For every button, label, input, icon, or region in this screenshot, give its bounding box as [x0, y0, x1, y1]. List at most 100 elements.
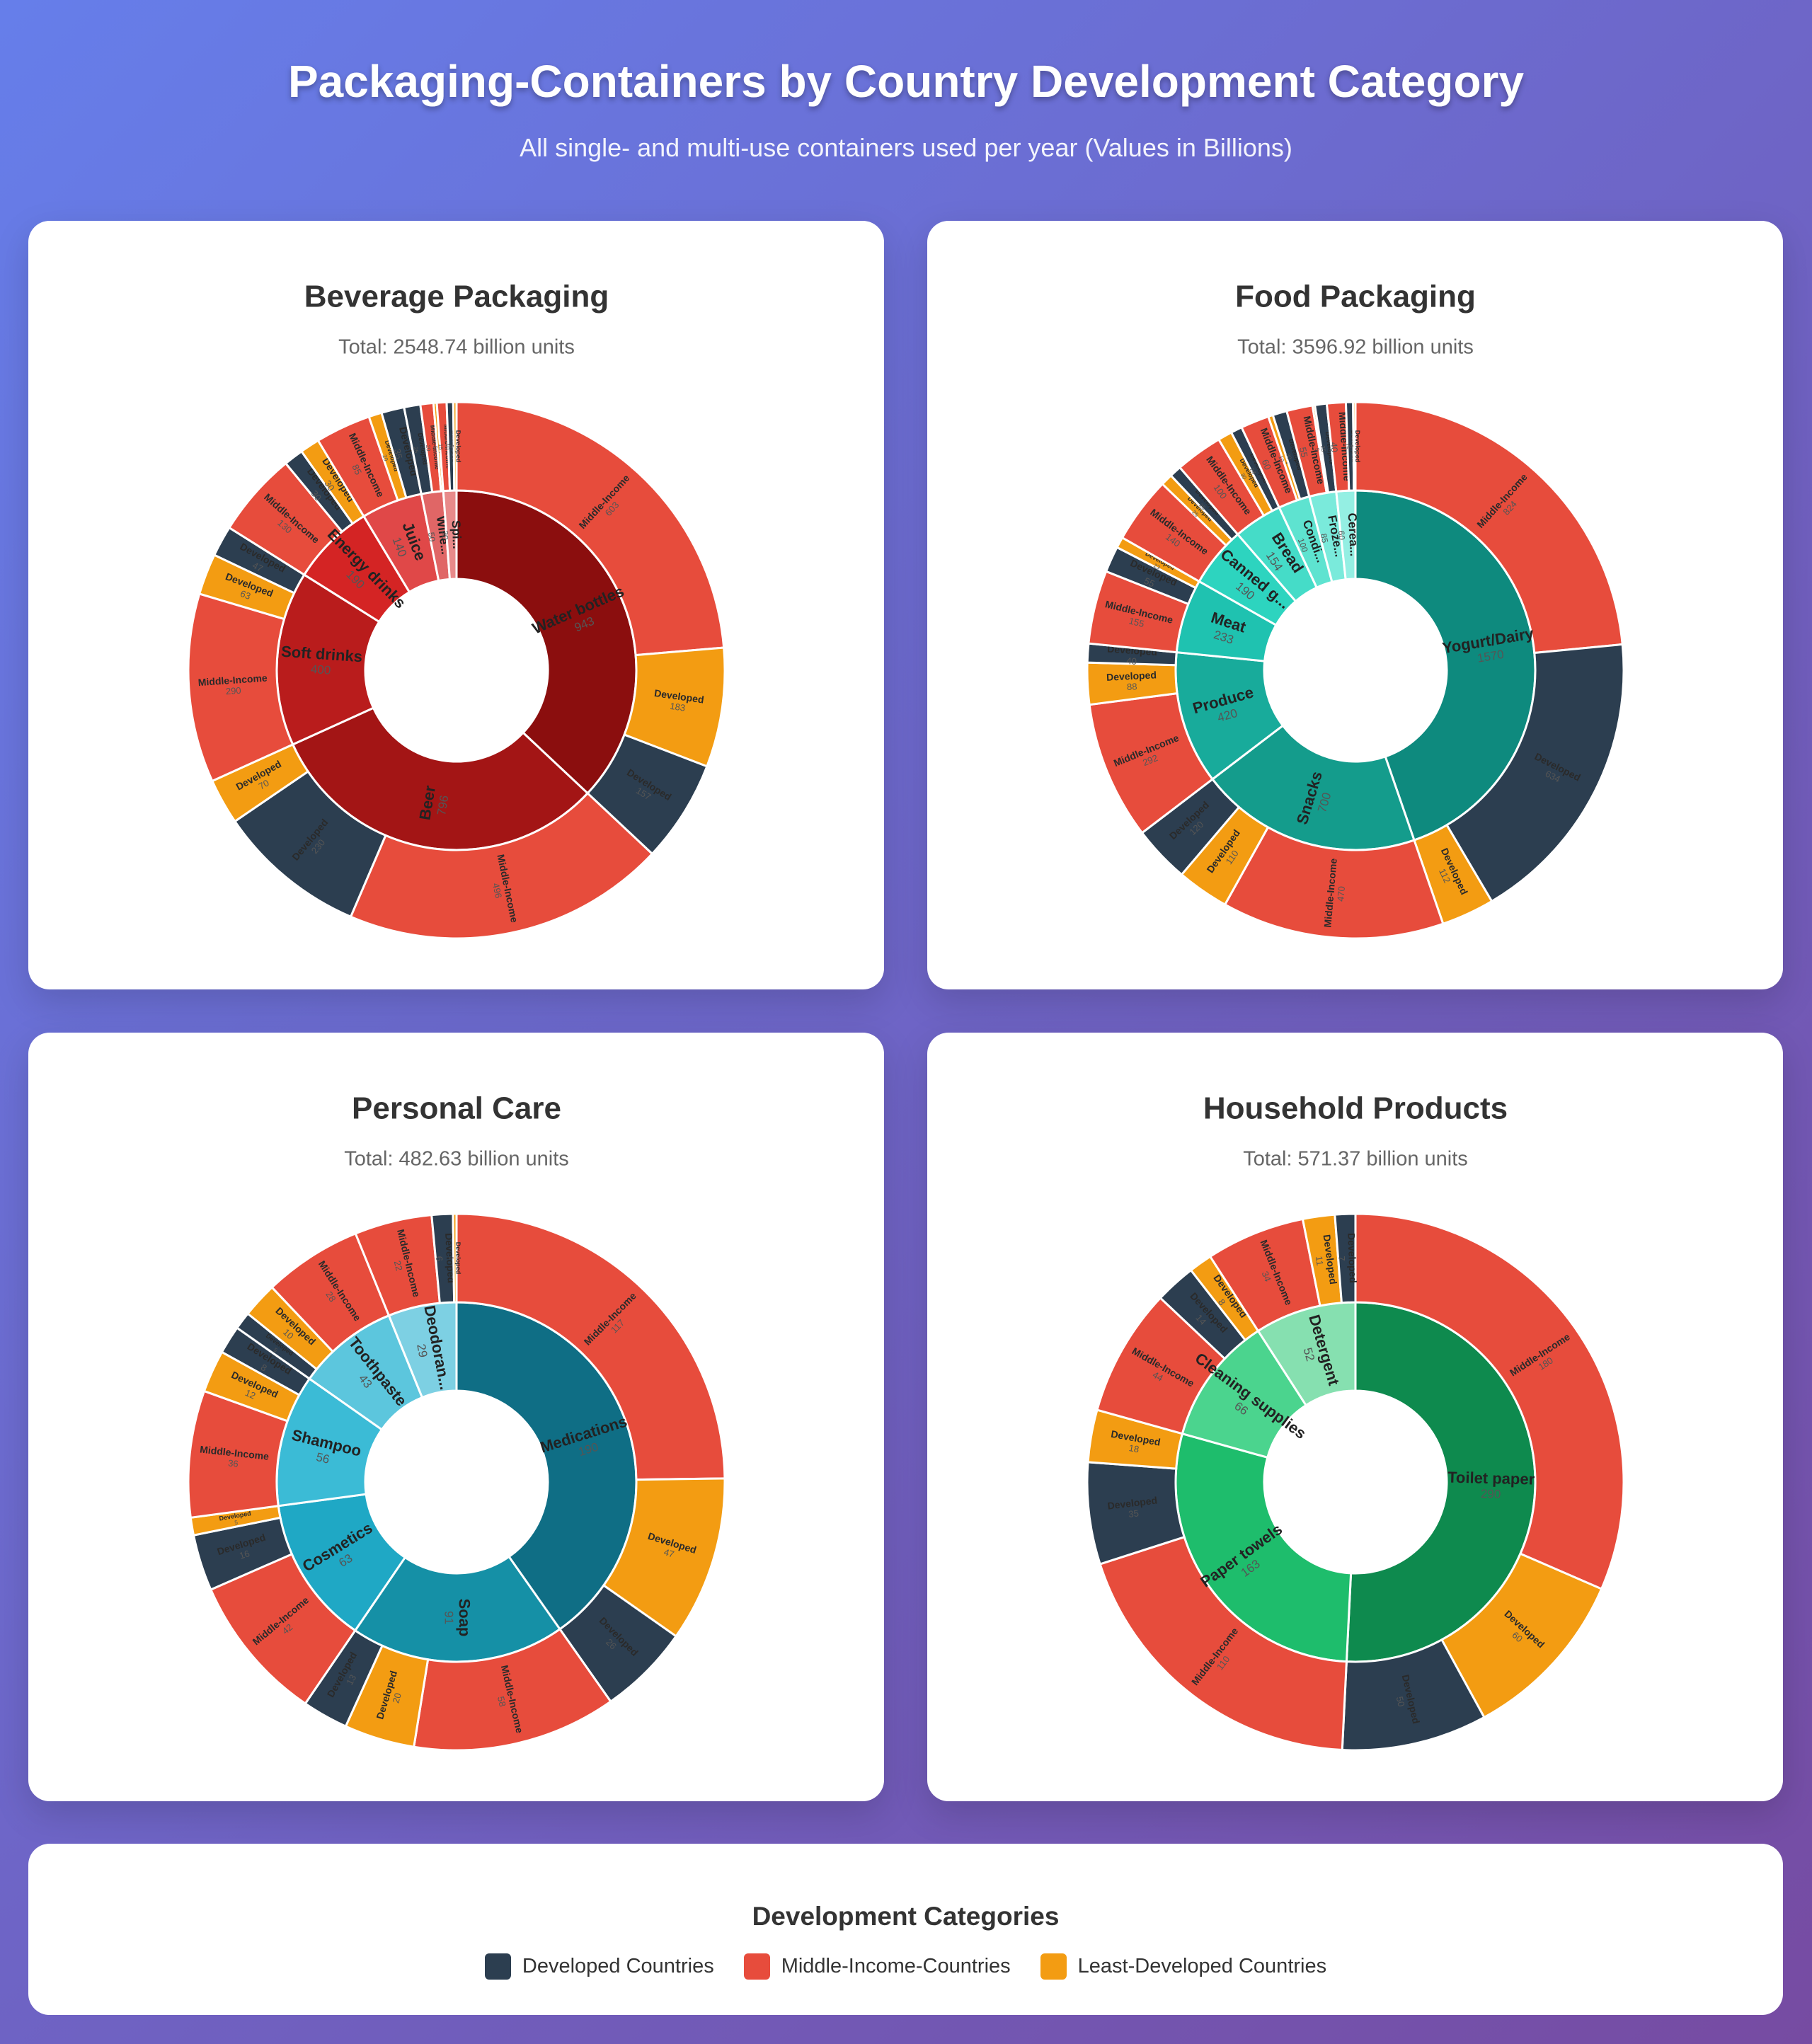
category-value: 50	[426, 532, 437, 542]
legend-items: Developed Countries Middle-Income-Countri…	[28, 1953, 1783, 1980]
segment-value: 5	[1314, 447, 1321, 452]
segment-value: 11	[1314, 1256, 1326, 1266]
category-value: 56	[315, 1450, 331, 1466]
page-title: Packaging-Containers by Country Developm…	[287, 56, 1525, 107]
segment-value: 5	[432, 445, 438, 449]
segment-value: 25	[1319, 445, 1326, 453]
chart: Personal Care Total: 482.63 billion units…	[187, 1091, 726, 1752]
category-value: 100	[1296, 536, 1310, 553]
segment-value: 22	[392, 1259, 405, 1272]
segment-value: 12	[243, 1387, 257, 1401]
chart-subtitle: Total: 571.37 billion units	[1243, 1148, 1468, 1171]
segment-value: 10	[445, 443, 451, 450]
category-value: 85	[1319, 533, 1330, 544]
segment-arc	[452, 401, 458, 492]
segment-value: 183	[670, 701, 687, 713]
category-label: Spi...30	[440, 520, 464, 549]
segment-value: 18	[1128, 1442, 1140, 1454]
segment-value: 290	[225, 685, 241, 696]
segment-value: 36	[228, 1457, 239, 1469]
segment-arc	[452, 1212, 458, 1304]
segment-value: 34	[1260, 1270, 1273, 1283]
chart-title: Household Products	[1203, 1091, 1508, 1126]
chart-subtitle: Total: 482.63 billion units	[344, 1148, 569, 1171]
segment-value: 28	[323, 1290, 338, 1304]
segment-value: 5	[234, 1519, 239, 1526]
segment-name: Developed	[454, 1242, 461, 1275]
segment-value: 35	[392, 448, 405, 461]
segment-name: Developed	[455, 430, 462, 463]
segment-arc	[349, 791, 654, 940]
segment-value: 40	[1329, 442, 1340, 453]
chart-title: Personal Care	[352, 1091, 561, 1126]
segment-value: 5	[1348, 444, 1354, 448]
segment-value: 155	[1128, 615, 1145, 629]
category-name: Soap	[456, 1598, 474, 1636]
segment-value: 88	[1127, 681, 1137, 692]
legend-item: Developed Countries	[484, 1953, 714, 1980]
segment-arc	[1099, 1535, 1348, 1752]
segment-value: 496	[491, 882, 504, 899]
segment-value: 470	[1335, 885, 1347, 902]
category-name: Spi...	[449, 520, 464, 549]
segment-value: 35	[1128, 1508, 1140, 1520]
segment-value: 20	[425, 444, 432, 452]
segment-value: 13	[344, 1672, 358, 1687]
category-value: 52	[1300, 1346, 1317, 1363]
segment-value: 47	[251, 560, 265, 574]
segment-value: 15	[437, 444, 445, 451]
segment-arc	[1445, 643, 1625, 903]
segment-arc	[1354, 1212, 1625, 1591]
segment-arc	[1352, 401, 1357, 492]
segment-value: 24	[1249, 467, 1257, 476]
chart-title: Food Packaging	[1235, 280, 1476, 314]
legend-swatch	[1040, 1953, 1067, 1980]
segment-value: 85	[350, 463, 364, 476]
segment-name: Developed	[1106, 669, 1157, 683]
segment-value: 30	[1285, 452, 1292, 461]
segment-value: 16	[238, 1548, 251, 1561]
chart-title: Beverage Packaging	[304, 280, 609, 314]
segment-value: 7	[1336, 1256, 1347, 1261]
legend-label: Middle-Income-Countries	[781, 1955, 1011, 1977]
category-name: Cerea...	[1346, 512, 1361, 556]
category-value: 91	[442, 1611, 456, 1624]
segment-value: 20	[382, 454, 389, 462]
legend-item: Least-Developed Countries	[1040, 1953, 1326, 1980]
category-name: Toilet paper	[1447, 1469, 1535, 1488]
segment-value: 20	[390, 1692, 403, 1704]
segment-value: 25	[412, 447, 419, 454]
segment-value: 44	[1151, 1370, 1165, 1384]
legend-swatch	[743, 1953, 770, 1980]
segment-name: Middle-Income	[197, 672, 268, 689]
legend-swatch	[484, 1953, 511, 1980]
segment-arc	[1334, 1212, 1357, 1304]
segment-value: 47	[663, 1546, 675, 1560]
segment-name: Developed	[1346, 1233, 1359, 1283]
chart-subtitle: Total: 2548.74 billion units	[338, 336, 575, 359]
segment-value: 5	[449, 444, 455, 448]
segment-value: 6	[434, 1256, 445, 1261]
segment-value: 70	[257, 777, 271, 791]
segment-value: 15	[1343, 443, 1350, 450]
legend-title: Development Categories	[752, 1902, 1060, 1931]
segment-value: 50	[1394, 1695, 1407, 1707]
segment-value: 60	[1260, 458, 1273, 471]
chart-panel: Beverage Packaging Total: 2548.74 billion…	[28, 221, 884, 989]
category-value: 29	[414, 1343, 430, 1358]
segment-value: 55	[1297, 446, 1310, 458]
segment-value: 63	[239, 588, 252, 602]
legend-label: Least-Developed Countries	[1077, 1955, 1327, 1977]
segment-arc	[455, 1212, 726, 1481]
chart-panel: Personal Care Total: 482.63 billion units…	[28, 1033, 884, 1801]
legend-label: Developed Countries	[522, 1955, 714, 1977]
category-value: 400	[310, 662, 331, 677]
